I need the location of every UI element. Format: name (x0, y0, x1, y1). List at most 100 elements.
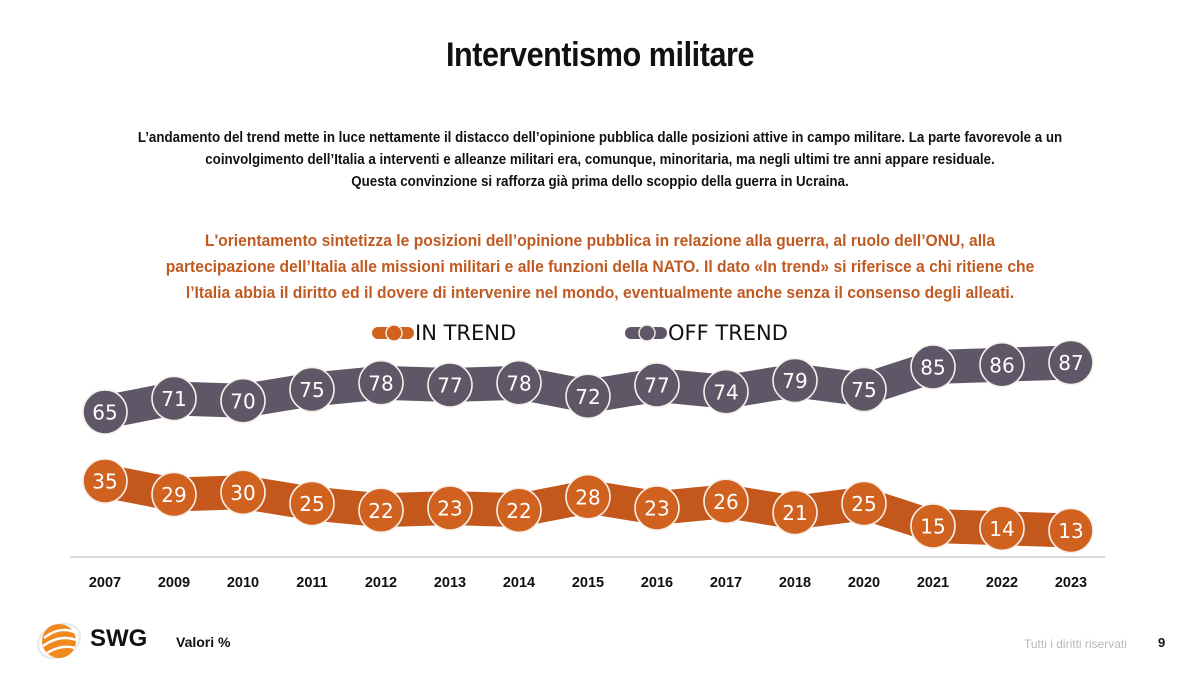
data-marker (82, 389, 128, 435)
methodology-note: L'orientamento sintetizza le posizioni d… (85, 228, 1115, 306)
x-tick-label: 2017 (710, 575, 742, 591)
data-point: 26 (703, 478, 749, 525)
data-marker (910, 344, 956, 390)
x-tick-label: 2010 (227, 575, 259, 591)
data-point: 86 (979, 341, 1025, 388)
data-point: 75 (841, 366, 887, 413)
data-point: 79 (772, 357, 818, 404)
intro-line: Questa convinzione si rafforza già prima… (351, 174, 849, 190)
unit-note: Valori % (176, 634, 231, 650)
legend-item: IN TREND (372, 321, 516, 345)
data-point: 78 (358, 359, 404, 406)
data-point: 28 (565, 473, 611, 520)
x-tick-label: 2015 (572, 575, 604, 591)
data-point: 22 (496, 487, 542, 534)
x-tick-label: 2022 (986, 575, 1018, 591)
data-label: 65 (92, 401, 117, 425)
data-marker (841, 366, 887, 413)
data-point: 35 (82, 458, 128, 504)
x-tick-label: 2013 (434, 575, 466, 591)
data-label: 26 (713, 490, 738, 514)
data-marker (496, 487, 542, 534)
data-label: 15 (920, 515, 945, 539)
data-point: 78 (496, 359, 542, 406)
data-marker (703, 368, 749, 415)
x-tick-label: 2007 (89, 575, 121, 591)
data-point: 77 (427, 362, 473, 408)
data-point: 70 (220, 377, 266, 424)
x-tick-label: 2016 (641, 575, 673, 591)
data-label: 79 (782, 369, 807, 393)
data-marker (358, 487, 404, 534)
data-point: 14 (979, 505, 1025, 552)
data-marker (772, 357, 818, 404)
data-point: 13 (1048, 507, 1094, 554)
legend-marker (385, 324, 403, 342)
data-point: 25 (289, 480, 335, 527)
data-label: 75 (299, 378, 324, 402)
note-line: partecipazione dell’Italia alle missioni… (165, 257, 1035, 276)
data-label: 72 (575, 385, 600, 409)
data-marker (703, 478, 749, 525)
data-label: 74 (713, 380, 738, 404)
data-label: 13 (1058, 519, 1083, 543)
data-marker (910, 503, 956, 549)
data-point: 21 (772, 489, 818, 536)
rights-notice: Tutti i diritti riservati (1024, 637, 1127, 651)
data-marker (634, 485, 680, 531)
data-point: 77 (634, 362, 680, 408)
data-marker (151, 375, 197, 422)
data-marker (1048, 507, 1094, 554)
data-marker (151, 471, 197, 518)
data-marker (772, 489, 818, 536)
x-tick-label: 2018 (779, 575, 811, 591)
x-tick-label: 2012 (365, 575, 397, 591)
data-label: 22 (368, 499, 393, 523)
data-marker (979, 341, 1025, 388)
data-point: 23 (427, 485, 473, 531)
x-tick-label: 2021 (917, 575, 949, 591)
legend-item: OFF TREND (625, 321, 788, 345)
page-number: 9 (1158, 635, 1166, 650)
data-point: 87 (1048, 339, 1094, 386)
data-label: 77 (437, 374, 462, 398)
data-marker (427, 362, 473, 408)
data-label: 25 (851, 492, 876, 516)
data-marker (841, 480, 887, 527)
data-label: 14 (989, 517, 1014, 541)
data-point: 22 (358, 487, 404, 534)
swg-logo-icon (34, 618, 84, 669)
data-point: 25 (841, 480, 887, 527)
data-point: 71 (151, 375, 197, 422)
brand-name: SWG (90, 625, 148, 652)
data-label: 70 (230, 389, 255, 413)
data-marker (220, 377, 266, 424)
x-tick-label: 2011 (296, 575, 327, 591)
intro-line: coinvolgimento dell’Italia a interventi … (205, 152, 995, 168)
data-marker (634, 362, 680, 408)
data-marker (1048, 339, 1094, 386)
x-tick-label: 2023 (1055, 575, 1087, 591)
data-point: 72 (565, 373, 611, 420)
data-marker (565, 373, 611, 420)
data-marker (565, 473, 611, 520)
data-label: 35 (92, 470, 117, 494)
data-marker (358, 359, 404, 406)
data-point: 75 (289, 366, 335, 413)
data-label: 25 (299, 492, 324, 516)
legend-marker (638, 324, 656, 342)
x-axis-ticks: 2007 2009 2010 2011 2012 2013 2014 2015 2016 2017… (89, 575, 1087, 591)
x-tick-label: 2009 (158, 575, 190, 591)
data-label: 78 (506, 371, 531, 395)
note-line: L'orientamento sintetizza le posizioni d… (204, 231, 996, 250)
legend-label: OFF TREND (668, 321, 788, 345)
legend-label: IN TREND (415, 321, 516, 345)
data-marker (427, 485, 473, 531)
data-label: 77 (644, 374, 669, 398)
intro-text: L’andamento del trend mette in luce nett… (66, 127, 1133, 193)
data-marker (220, 469, 266, 516)
data-point: 15 (910, 503, 956, 549)
data-point: 23 (634, 485, 680, 531)
x-tick-label: 2014 (503, 575, 535, 591)
